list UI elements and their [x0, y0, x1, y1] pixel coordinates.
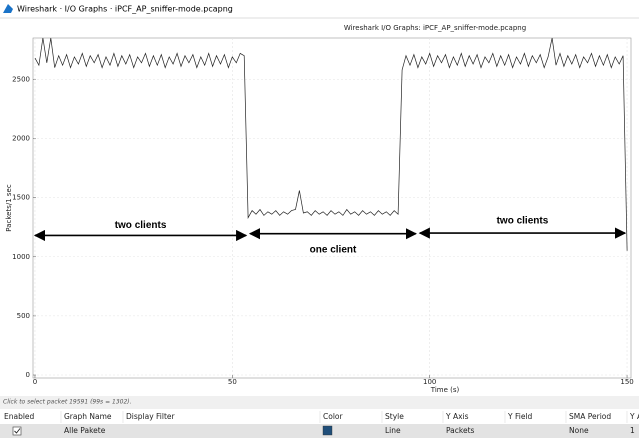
column-header: Y Field: [507, 412, 533, 421]
x-tick-label: 50: [228, 378, 237, 386]
y-tick-label: 0: [26, 371, 30, 379]
y-tick-label: 1500: [12, 194, 30, 202]
x-tick-label: 0: [33, 378, 37, 386]
y-tick-label: 2500: [12, 75, 30, 83]
x-tick-label: 150: [620, 378, 633, 386]
title-bar: [0, 0, 639, 18]
plot-frame: [32, 37, 632, 379]
column-header: Graph Name: [64, 412, 112, 421]
chart-title: Wireshark I/O Graphs: iPCF_AP_sniffer-mo…: [344, 24, 526, 32]
cell-style: Line: [385, 426, 401, 435]
app-icon: [3, 4, 13, 13]
x-tick-label: 100: [423, 378, 436, 386]
y-tick-label: 500: [17, 312, 30, 320]
annotation-label: one client: [310, 244, 357, 255]
x-axis-label: Time (s): [430, 386, 460, 394]
y-tick-label: 2000: [12, 135, 30, 143]
window-title: Wireshark · I/O Graphs · iPCF_AP_sniffer…: [17, 5, 233, 14]
cell-y-axis-factor: 1: [630, 426, 635, 435]
column-header: Y Axis: [445, 412, 469, 421]
annotation-label: two clients: [497, 216, 549, 227]
column-header: SMA Period: [569, 412, 611, 421]
column-header: Style: [385, 412, 404, 421]
annotation-label: two clients: [115, 220, 167, 231]
table-row[interactable]: [0, 424, 639, 438]
cell-y-axis: Packets: [446, 426, 475, 435]
y-tick-label: 1000: [12, 253, 30, 261]
color-swatch: [322, 425, 333, 436]
column-header: Y A: [629, 412, 639, 421]
cell-sma-period: None: [569, 426, 589, 435]
column-header: Color: [323, 412, 343, 421]
check-mark: [14, 428, 21, 434]
column-header: Enabled: [4, 412, 35, 421]
status-text: Click to select packet 19591 (99s = 1302…: [3, 399, 132, 406]
cell-graph-name: Alle Pakete: [64, 426, 106, 435]
column-header: Display Filter: [126, 412, 176, 421]
status-bar: [0, 396, 639, 409]
table-header: [0, 410, 639, 424]
series-line: [34, 38, 628, 251]
y-axis-label: Packets/1 sec: [5, 184, 13, 232]
enabled-checkbox[interactable]: [12, 426, 22, 436]
